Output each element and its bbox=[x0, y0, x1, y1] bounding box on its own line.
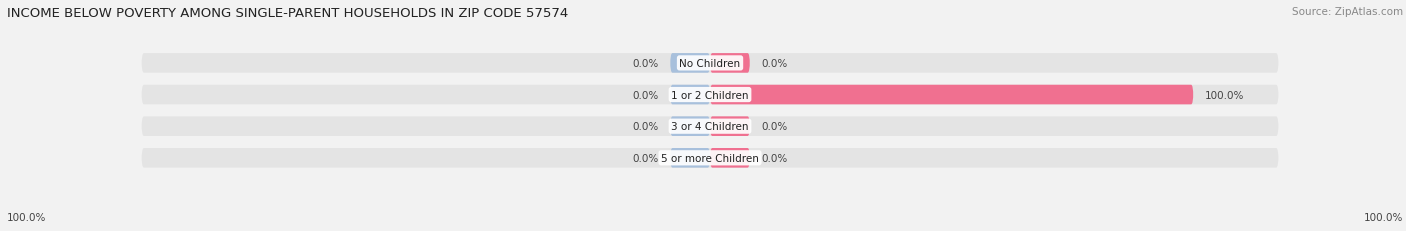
FancyBboxPatch shape bbox=[671, 117, 710, 136]
FancyBboxPatch shape bbox=[710, 85, 1194, 105]
Text: No Children: No Children bbox=[679, 59, 741, 69]
Text: 0.0%: 0.0% bbox=[633, 59, 659, 69]
FancyBboxPatch shape bbox=[671, 54, 710, 73]
FancyBboxPatch shape bbox=[142, 148, 1278, 168]
Text: 0.0%: 0.0% bbox=[761, 153, 787, 163]
Text: 0.0%: 0.0% bbox=[633, 153, 659, 163]
Text: 0.0%: 0.0% bbox=[761, 122, 787, 132]
Text: 100.0%: 100.0% bbox=[1205, 90, 1244, 100]
FancyBboxPatch shape bbox=[142, 85, 1278, 105]
Text: 100.0%: 100.0% bbox=[7, 212, 46, 222]
Text: 0.0%: 0.0% bbox=[633, 90, 659, 100]
Text: 3 or 4 Children: 3 or 4 Children bbox=[671, 122, 749, 132]
FancyBboxPatch shape bbox=[710, 54, 749, 73]
Text: INCOME BELOW POVERTY AMONG SINGLE-PARENT HOUSEHOLDS IN ZIP CODE 57574: INCOME BELOW POVERTY AMONG SINGLE-PARENT… bbox=[7, 7, 568, 20]
FancyBboxPatch shape bbox=[671, 148, 710, 168]
Text: 1 or 2 Children: 1 or 2 Children bbox=[671, 90, 749, 100]
Text: 0.0%: 0.0% bbox=[633, 122, 659, 132]
Text: 5 or more Children: 5 or more Children bbox=[661, 153, 759, 163]
Text: 100.0%: 100.0% bbox=[1364, 212, 1403, 222]
FancyBboxPatch shape bbox=[142, 54, 1278, 73]
FancyBboxPatch shape bbox=[142, 117, 1278, 136]
FancyBboxPatch shape bbox=[710, 117, 749, 136]
Text: 0.0%: 0.0% bbox=[761, 59, 787, 69]
FancyBboxPatch shape bbox=[671, 85, 710, 105]
FancyBboxPatch shape bbox=[710, 148, 749, 168]
Text: Source: ZipAtlas.com: Source: ZipAtlas.com bbox=[1292, 7, 1403, 17]
